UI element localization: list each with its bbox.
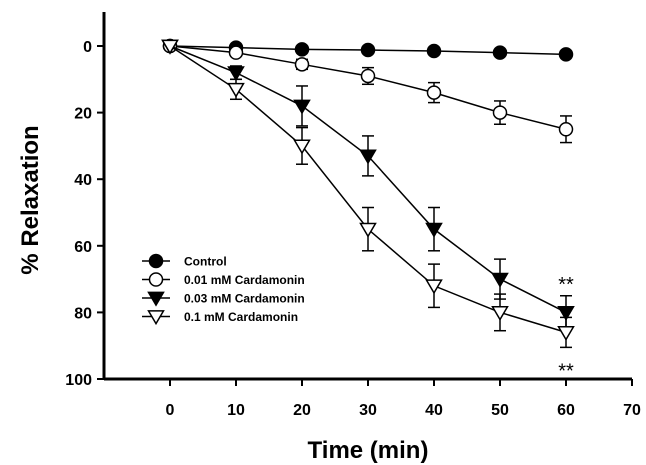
series-line: [169, 45, 567, 334]
x-tick-label: 10: [227, 402, 245, 419]
series-2: [162, 38, 574, 144]
series-layer: [161, 38, 575, 349]
data-point: [161, 39, 179, 55]
data-point: [425, 222, 443, 238]
data-point: [491, 272, 509, 288]
data-point: [293, 99, 311, 115]
x-tick-label: 70: [623, 402, 641, 419]
data-point: [359, 222, 377, 238]
series-line: [169, 45, 567, 130]
data-point: [360, 42, 376, 58]
data-point: [557, 326, 575, 341]
y-tick-label: 20: [74, 106, 92, 123]
legend-label: 0.03 mM Cardamonin: [184, 292, 305, 306]
legend-item: 0.01 mM Cardamonin: [142, 272, 305, 287]
legend-item: 0.03 mM Cardamonin: [142, 291, 305, 307]
y-tick-label: 100: [65, 372, 92, 389]
data-point: [147, 291, 165, 307]
data-point: [148, 272, 164, 287]
data-point: [425, 279, 443, 295]
data-point: [426, 85, 442, 100]
x-tick-label: 40: [425, 402, 443, 419]
annotations: ** **: [558, 274, 574, 383]
y-tick-label: 40: [74, 172, 92, 189]
data-point: [359, 149, 377, 165]
x-tick-label: 60: [557, 402, 575, 419]
y-tick-label: 80: [74, 305, 92, 322]
y-tick-label: 0: [83, 39, 92, 56]
data-point: [227, 66, 245, 82]
x-tick-label: 20: [293, 402, 311, 419]
x-tick-label: 50: [491, 402, 509, 419]
x-tick-label: 30: [359, 402, 377, 419]
y-axis-label: % Relaxation: [17, 125, 44, 274]
data-point: [491, 306, 509, 322]
significance-annotation: **: [558, 274, 574, 296]
legend: Control 0.01 mM Cardamonin 0.03 mM Cardamo…: [142, 253, 305, 326]
x-tick-label: 0: [166, 402, 175, 419]
data-point: [227, 82, 245, 98]
data-point: [492, 45, 508, 60]
data-point: [293, 139, 311, 155]
legend-label: 0.01 mM Cardamonin: [184, 273, 305, 287]
significance-annotation: **: [558, 361, 574, 383]
data-point: [228, 45, 244, 60]
y-axis-ticks: 0 20 40 60 80 100: [65, 39, 104, 389]
legend-item: 0.1 mM Cardamonin: [142, 310, 298, 326]
legend-item: Control: [142, 253, 227, 269]
data-point: [558, 47, 574, 62]
data-point: [294, 42, 310, 57]
data-point: [492, 105, 508, 120]
x-axis-label: Time (min): [308, 437, 429, 464]
legend-label: 0.1 mM Cardamonin: [184, 310, 298, 324]
data-point: [426, 43, 442, 59]
data-point: [360, 68, 376, 84]
y-tick-label: 60: [74, 239, 92, 256]
series-4: [161, 39, 575, 349]
series-1: [162, 38, 574, 62]
data-point: [558, 122, 574, 137]
data-point: [557, 306, 575, 322]
data-point: [294, 57, 310, 72]
data-point: [147, 310, 165, 326]
x-axis-ticks: 0 10 20 30 40 50 60 70: [166, 379, 641, 419]
legend-label: Control: [184, 255, 227, 269]
data-point: [148, 253, 164, 269]
